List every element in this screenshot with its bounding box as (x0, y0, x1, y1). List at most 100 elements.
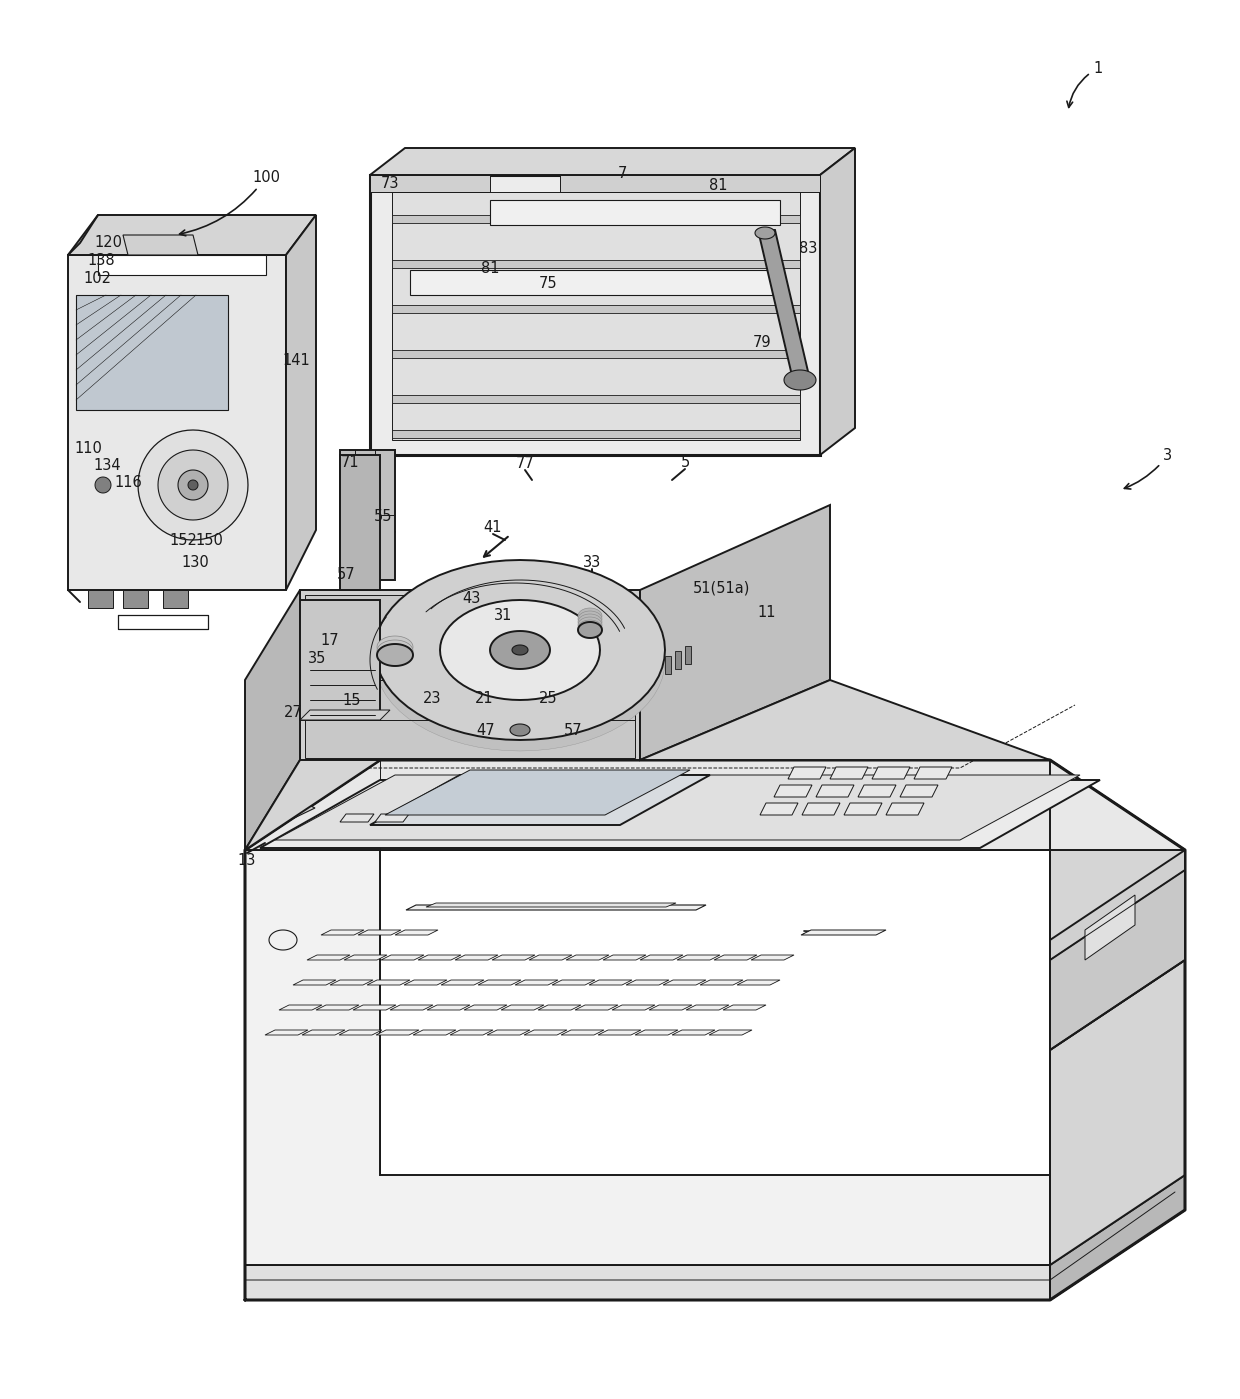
Text: 138: 138 (87, 252, 115, 267)
Polygon shape (290, 796, 315, 820)
Polygon shape (802, 803, 839, 816)
Polygon shape (538, 1004, 582, 1010)
Text: 3: 3 (1125, 448, 1173, 490)
Polygon shape (370, 775, 711, 825)
Polygon shape (675, 651, 681, 669)
Polygon shape (649, 1004, 692, 1010)
Polygon shape (787, 767, 826, 779)
Polygon shape (308, 956, 350, 960)
Polygon shape (635, 1030, 678, 1035)
Text: 27: 27 (284, 705, 303, 719)
Polygon shape (377, 644, 413, 666)
Polygon shape (88, 590, 113, 609)
Polygon shape (374, 560, 665, 740)
Text: 110: 110 (74, 441, 102, 456)
Polygon shape (123, 590, 148, 609)
Polygon shape (686, 1004, 729, 1010)
Polygon shape (492, 956, 534, 960)
Polygon shape (418, 956, 461, 960)
Polygon shape (370, 175, 490, 192)
Text: 35: 35 (308, 651, 326, 666)
Text: 5: 5 (681, 455, 689, 470)
Polygon shape (640, 505, 830, 760)
Polygon shape (501, 1004, 544, 1010)
Polygon shape (774, 785, 812, 797)
Polygon shape (246, 590, 300, 851)
Polygon shape (381, 956, 424, 960)
Polygon shape (578, 623, 601, 638)
Polygon shape (578, 617, 601, 632)
Text: 83: 83 (799, 241, 817, 256)
Polygon shape (560, 1030, 604, 1035)
Polygon shape (162, 590, 188, 609)
Polygon shape (663, 981, 706, 985)
Polygon shape (68, 255, 286, 590)
Polygon shape (672, 1030, 715, 1035)
Polygon shape (455, 956, 498, 960)
Polygon shape (477, 981, 521, 985)
Text: 31: 31 (494, 607, 512, 623)
Polygon shape (450, 1030, 494, 1035)
Polygon shape (404, 981, 446, 985)
Text: 21: 21 (475, 691, 494, 705)
Polygon shape (872, 767, 910, 779)
Text: 7: 7 (618, 165, 626, 180)
Polygon shape (396, 930, 438, 935)
Polygon shape (565, 956, 609, 960)
Polygon shape (751, 956, 794, 960)
Text: 57: 57 (337, 567, 356, 582)
Polygon shape (374, 571, 665, 751)
Polygon shape (358, 930, 401, 935)
Polygon shape (1050, 870, 1185, 1051)
Polygon shape (487, 1030, 529, 1035)
Text: 57: 57 (564, 722, 583, 737)
Text: 55: 55 (373, 508, 392, 523)
Polygon shape (376, 1030, 419, 1035)
Polygon shape (330, 981, 373, 985)
Text: 152: 152 (169, 533, 197, 547)
Polygon shape (391, 1004, 433, 1010)
Polygon shape (265, 1030, 308, 1035)
Polygon shape (293, 981, 336, 985)
Polygon shape (427, 1004, 470, 1010)
Polygon shape (300, 711, 391, 720)
Polygon shape (801, 930, 887, 935)
Text: 79: 79 (753, 334, 771, 350)
Polygon shape (613, 1004, 655, 1010)
Polygon shape (578, 611, 601, 627)
Polygon shape (370, 148, 856, 175)
Text: 51(51a): 51(51a) (693, 581, 750, 596)
Polygon shape (1085, 895, 1135, 960)
Text: 116: 116 (114, 474, 141, 490)
Polygon shape (844, 803, 882, 816)
Polygon shape (68, 215, 316, 255)
Text: 25: 25 (538, 691, 557, 705)
Polygon shape (405, 905, 706, 909)
Text: 71: 71 (341, 455, 360, 470)
Polygon shape (529, 956, 572, 960)
Text: 43: 43 (463, 590, 481, 606)
Polygon shape (413, 1030, 456, 1035)
Polygon shape (441, 981, 484, 985)
Polygon shape (76, 295, 228, 410)
Polygon shape (374, 561, 665, 741)
Text: 150: 150 (195, 533, 223, 547)
Polygon shape (830, 767, 868, 779)
Polygon shape (377, 644, 413, 666)
Polygon shape (98, 255, 267, 276)
Polygon shape (758, 229, 810, 381)
Polygon shape (279, 1004, 322, 1010)
Polygon shape (515, 981, 558, 985)
Polygon shape (816, 785, 854, 797)
Text: 130: 130 (181, 554, 208, 569)
Polygon shape (303, 1030, 345, 1035)
Polygon shape (640, 956, 683, 960)
Text: 15: 15 (342, 693, 361, 708)
Polygon shape (179, 470, 208, 499)
Polygon shape (560, 175, 820, 192)
Polygon shape (1050, 760, 1185, 1265)
Polygon shape (723, 1004, 766, 1010)
Polygon shape (367, 981, 410, 985)
Polygon shape (370, 175, 820, 455)
Polygon shape (578, 609, 601, 624)
